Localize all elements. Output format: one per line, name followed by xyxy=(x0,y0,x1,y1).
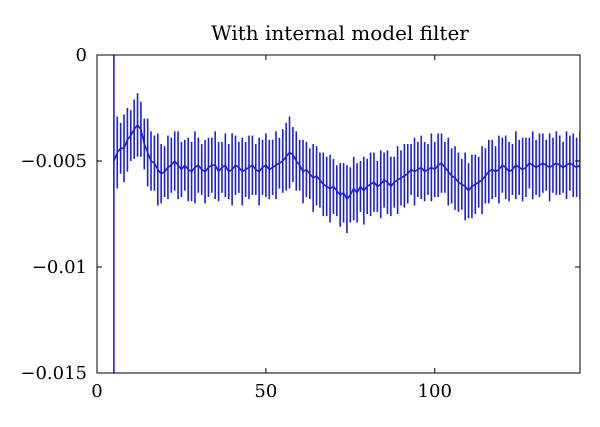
x-tick-label: 50 xyxy=(254,381,277,402)
y-tick-label: −0.015 xyxy=(20,363,87,384)
axes-layer: 0 50 100 0 −0.005 −0.01 −0.015 xyxy=(20,45,580,402)
x-tick-label: 0 xyxy=(91,381,102,402)
x-tick-label: 100 xyxy=(418,381,452,402)
series-group xyxy=(113,55,580,373)
y-tick-label: 0 xyxy=(76,45,87,66)
series-layer xyxy=(113,55,580,373)
y-tick-label: −0.005 xyxy=(20,151,87,172)
y-tick-label: −0.01 xyxy=(32,257,87,278)
plot-frame xyxy=(96,54,581,374)
series-line xyxy=(113,123,580,201)
chart-title: With internal model filter xyxy=(211,21,469,45)
